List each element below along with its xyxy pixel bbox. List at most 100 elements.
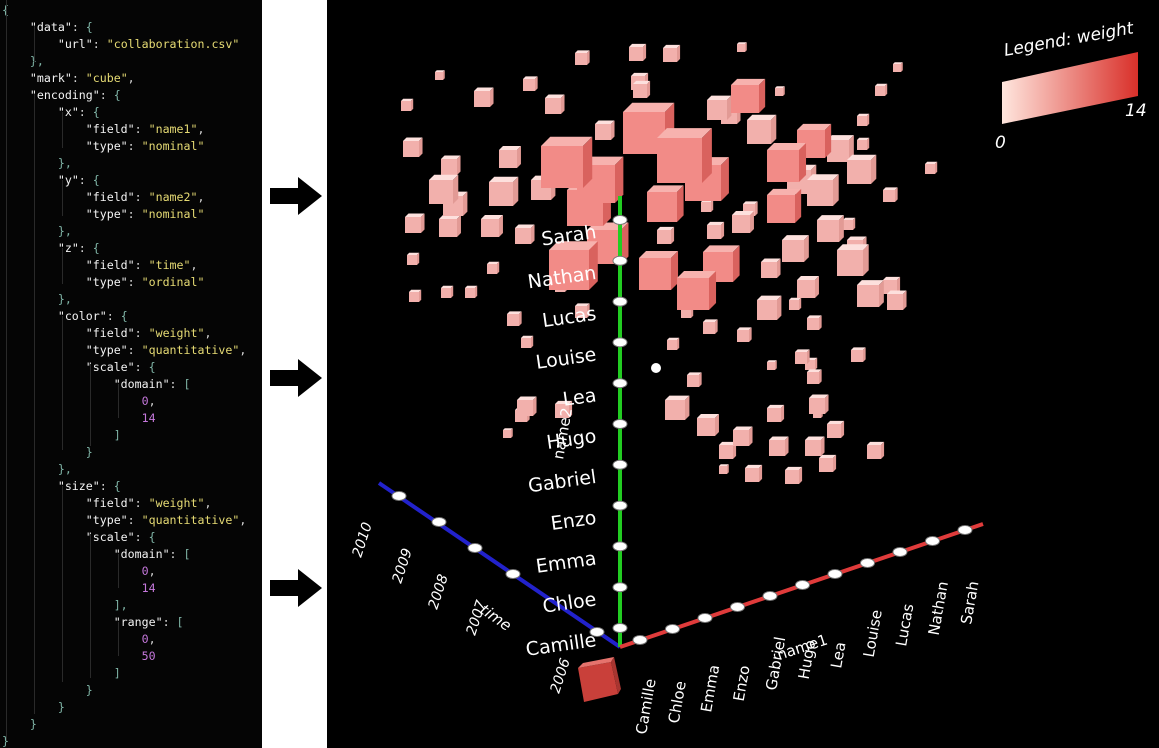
data-cube[interactable] [549,241,598,290]
data-cube[interactable] [441,155,461,175]
data-cube[interactable] [805,436,825,456]
data-cube[interactable] [499,146,521,168]
data-cube[interactable] [555,400,573,418]
data-cube[interactable] [883,187,898,202]
code-editor[interactable]: { "data": { "url": "collaboration.csv" }… [0,0,262,748]
data-cube[interactable] [503,428,513,438]
data-cube[interactable] [719,441,737,459]
data-cube[interactable] [807,315,822,330]
data-cube[interactable] [657,128,712,183]
data-cube[interactable] [474,87,494,107]
data-cube[interactable] [639,250,679,290]
data-cube[interactable] [687,372,702,387]
data-cube[interactable] [507,311,522,326]
data-cube[interactable] [541,136,593,188]
data-cube[interactable] [789,297,802,310]
spec-code[interactable]: { "data": { "url": "collaboration.csv" }… [2,3,247,748]
data-cube[interactable] [733,426,753,446]
data-cube[interactable] [887,290,907,310]
data-cube[interactable] [629,43,647,61]
data-cube[interactable] [523,76,538,91]
data-cube[interactable] [489,176,519,206]
data-cube[interactable] [737,327,752,342]
data-cube[interactable] [731,78,766,113]
data-cube[interactable] [847,154,877,184]
x-axis-tick [892,547,908,557]
data-cube[interactable] [757,295,782,320]
y-axis-tick [612,500,628,511]
data-cube[interactable] [809,394,829,414]
data-cube[interactable] [795,349,810,364]
data-cube[interactable] [403,137,423,157]
x-axis-tick [860,558,875,568]
data-cube[interactable] [732,211,754,233]
data-cube[interactable] [807,174,839,206]
data-cube[interactable] [857,280,884,307]
data-cube[interactable] [515,224,535,244]
data-cube[interactable] [761,258,781,278]
data-cube[interactable] [737,42,747,52]
data-cube[interactable] [769,436,789,456]
3d-viewer[interactable]: 2006 2007 2008 2009 2010 time Camille Chloe Em… [327,0,1159,748]
data-cube[interactable] [487,261,500,274]
data-cube[interactable] [441,285,454,298]
y-axis-tick-label: Emma [535,548,598,578]
data-cube[interactable] [703,319,718,334]
data-cube[interactable] [775,86,785,96]
z-axis-tick-label: 2008 [426,572,452,611]
data-cube[interactable] [407,252,420,265]
data-cube[interactable] [677,270,717,310]
data-cube[interactable] [595,120,615,140]
data-cube[interactable] [517,396,537,416]
data-cube[interactable] [817,215,844,242]
data-cube[interactable] [827,135,854,162]
data-cube[interactable] [819,454,837,472]
data-cube[interactable] [667,337,680,350]
data-cube[interactable] [647,185,684,222]
data-cube[interactable] [785,466,803,484]
data-cube[interactable] [867,441,885,459]
data-cube[interactable] [719,464,729,474]
data-cube[interactable] [663,44,681,62]
data-cube[interactable] [857,113,870,126]
data-cube[interactable] [925,161,938,174]
data-cube[interactable] [807,369,822,384]
data-cube[interactable] [827,420,845,438]
data-cube[interactable] [429,174,459,204]
data-cube[interactable] [767,360,777,370]
data-cube[interactable] [851,347,866,362]
data-cube[interactable] [435,70,445,80]
data-cube[interactable] [745,464,763,482]
data-cube[interactable] [782,235,809,262]
data-cube[interactable] [767,142,807,182]
data-cube[interactable] [545,94,565,114]
data-cube[interactable] [707,221,725,239]
data-cube[interactable] [665,395,690,420]
data-cube[interactable] [439,215,461,237]
data-cube[interactable] [575,303,590,318]
data-cube[interactable] [797,123,832,158]
data-cube[interactable] [857,137,870,150]
data-cubes[interactable] [401,42,938,484]
data-cube[interactable] [767,404,785,422]
data-cube[interactable] [465,285,478,298]
data-cube[interactable] [701,199,714,212]
data-cube[interactable] [875,83,888,96]
data-cube[interactable] [401,98,414,111]
data-cube[interactable] [797,276,819,298]
data-cube[interactable] [697,414,719,436]
data-cube[interactable] [657,226,675,244]
data-cube[interactable] [837,244,869,276]
data-cube[interactable] [893,62,903,72]
data-cube[interactable] [575,50,590,65]
data-cube[interactable] [707,95,732,120]
data-cube[interactable] [747,114,777,144]
data-cube[interactable] [409,289,422,302]
data-cube[interactable] [521,335,534,348]
data-cube[interactable] [843,217,856,230]
data-cube[interactable] [767,188,802,223]
data-cube[interactable] [633,80,651,98]
data-cube[interactable] [405,213,425,233]
data-cube[interactable] [481,215,503,237]
